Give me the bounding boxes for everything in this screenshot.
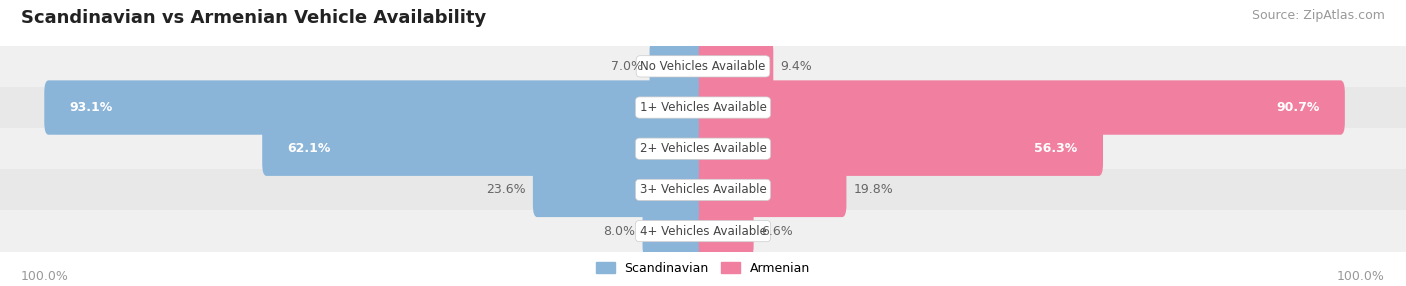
- FancyBboxPatch shape: [699, 39, 773, 94]
- Text: 4+ Vehicles Available: 4+ Vehicles Available: [640, 225, 766, 238]
- Text: 1+ Vehicles Available: 1+ Vehicles Available: [640, 101, 766, 114]
- Text: 100.0%: 100.0%: [21, 270, 69, 283]
- Text: 7.0%: 7.0%: [610, 60, 643, 73]
- FancyBboxPatch shape: [650, 39, 707, 94]
- Text: 62.1%: 62.1%: [287, 142, 330, 155]
- Text: 3+ Vehicles Available: 3+ Vehicles Available: [640, 183, 766, 196]
- FancyBboxPatch shape: [643, 204, 707, 258]
- Bar: [0, 210, 1406, 252]
- Legend: Scandinavian, Armenian: Scandinavian, Armenian: [591, 257, 815, 280]
- FancyBboxPatch shape: [699, 80, 1346, 135]
- Text: 2+ Vehicles Available: 2+ Vehicles Available: [640, 142, 766, 155]
- Text: 19.8%: 19.8%: [853, 183, 893, 196]
- FancyBboxPatch shape: [45, 80, 707, 135]
- FancyBboxPatch shape: [699, 204, 754, 258]
- Text: 100.0%: 100.0%: [1337, 270, 1385, 283]
- FancyBboxPatch shape: [699, 163, 846, 217]
- FancyBboxPatch shape: [699, 122, 1104, 176]
- Text: 6.6%: 6.6%: [761, 225, 793, 238]
- Text: Scandinavian vs Armenian Vehicle Availability: Scandinavian vs Armenian Vehicle Availab…: [21, 9, 486, 27]
- Text: Source: ZipAtlas.com: Source: ZipAtlas.com: [1251, 9, 1385, 21]
- Text: 9.4%: 9.4%: [780, 60, 813, 73]
- Text: 56.3%: 56.3%: [1035, 142, 1078, 155]
- Text: 93.1%: 93.1%: [70, 101, 112, 114]
- Text: No Vehicles Available: No Vehicles Available: [640, 60, 766, 73]
- Text: 23.6%: 23.6%: [486, 183, 526, 196]
- Bar: [0, 87, 1406, 128]
- Bar: [0, 46, 1406, 87]
- Text: 90.7%: 90.7%: [1277, 101, 1319, 114]
- Bar: [0, 128, 1406, 169]
- FancyBboxPatch shape: [533, 163, 707, 217]
- Bar: [0, 169, 1406, 210]
- Text: 8.0%: 8.0%: [603, 225, 636, 238]
- FancyBboxPatch shape: [262, 122, 707, 176]
